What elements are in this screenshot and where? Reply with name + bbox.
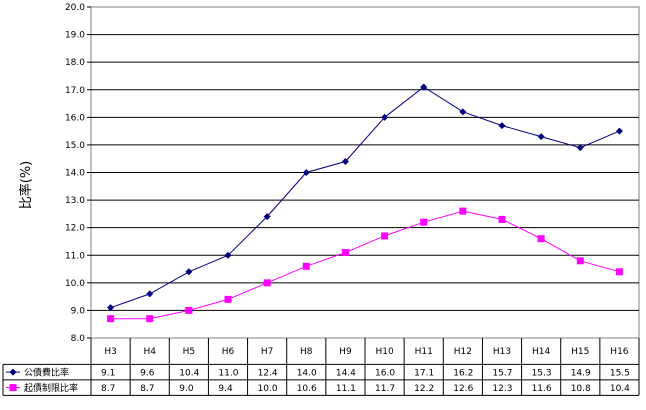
data-label: 10.4 xyxy=(179,369,199,379)
data-label: 10.4 xyxy=(610,384,630,394)
x-tick-label: H4 xyxy=(143,347,156,357)
y-tick-label: 12.0 xyxy=(65,224,85,234)
x-tick-label: H14 xyxy=(532,347,550,357)
y-tick-label: 14.0 xyxy=(65,169,85,179)
data-point xyxy=(459,207,467,215)
data-label: 14.4 xyxy=(336,369,356,379)
y-tick-label: 11.0 xyxy=(65,251,85,261)
data-label: 11.6 xyxy=(532,384,552,394)
data-point xyxy=(537,235,545,243)
x-tick-label: H8 xyxy=(300,347,313,357)
y-tick-label: 10.0 xyxy=(65,279,85,289)
data-label: 15.7 xyxy=(492,369,512,379)
data-label: 11.7 xyxy=(375,384,395,394)
legend-label: 起債制限比率 xyxy=(24,382,78,394)
data-label: 9.6 xyxy=(140,369,155,379)
data-point xyxy=(224,251,232,259)
data-point xyxy=(146,315,154,323)
data-point xyxy=(302,169,310,176)
y-tick-label: 20.0 xyxy=(65,3,85,13)
data-point xyxy=(459,108,467,116)
series-group xyxy=(107,83,623,323)
y-tick-label: 15.0 xyxy=(65,141,85,151)
data-point xyxy=(185,306,193,314)
data-label: 15.5 xyxy=(610,369,630,379)
data-label: 10.0 xyxy=(258,384,278,394)
data-point xyxy=(615,127,623,135)
y-tick-label: 16.0 xyxy=(65,113,85,123)
x-tick-label: H10 xyxy=(375,347,393,357)
data-label: 16.2 xyxy=(453,369,473,379)
data-point xyxy=(615,268,623,276)
data-label: 9.1 xyxy=(101,369,115,379)
data-point xyxy=(341,157,349,165)
data-label: 14.9 xyxy=(571,369,591,379)
grid-lines xyxy=(87,6,639,339)
data-point xyxy=(381,232,389,240)
data-point xyxy=(302,262,310,270)
data-label: 10.8 xyxy=(571,384,591,394)
data-label: 15.3 xyxy=(532,369,552,379)
y-tick-label: 19.0 xyxy=(65,31,85,41)
data-label: 16.0 xyxy=(375,369,395,379)
y-tick-label: 18.0 xyxy=(65,58,85,68)
data-point xyxy=(107,304,115,312)
x-tick-label: H11 xyxy=(415,347,433,357)
data-label: 11.0 xyxy=(218,369,238,379)
data-point xyxy=(420,218,428,226)
data-label: 9.0 xyxy=(179,384,194,394)
x-tick-label: H3 xyxy=(104,347,117,357)
data-label: 12.6 xyxy=(453,384,473,394)
data-point xyxy=(498,122,506,130)
x-tick-label: H16 xyxy=(610,347,628,357)
data-point xyxy=(381,113,389,121)
x-tick-label: H9 xyxy=(339,347,352,357)
y-tick-label: 8.0 xyxy=(71,334,86,344)
x-tick-label: H12 xyxy=(454,347,472,357)
data-point xyxy=(263,279,271,287)
y-tick-labels: 8.0 9.0 10.0 11.0 12.0 13.0 14.0 15.0 16.0 17.0 18… xyxy=(65,3,85,344)
data-label: 10.6 xyxy=(297,384,317,394)
data-point xyxy=(537,133,545,141)
legend-marker xyxy=(9,384,17,392)
data-label: 8.7 xyxy=(101,384,115,394)
data-point xyxy=(498,215,506,223)
data-label: 9.4 xyxy=(218,384,233,394)
legend-label: 公債費比率 xyxy=(24,367,69,379)
data-point xyxy=(107,315,115,323)
data-label: 12.3 xyxy=(492,384,512,394)
data-point xyxy=(420,83,428,91)
data-point xyxy=(341,248,349,256)
data-point xyxy=(263,213,271,221)
data-label: 12.2 xyxy=(414,384,434,394)
y-tick-label: 17.0 xyxy=(65,86,85,96)
data-point xyxy=(146,290,154,298)
data-label: 11.1 xyxy=(336,384,356,394)
data-label: 14.0 xyxy=(297,369,317,379)
x-tick-label: H15 xyxy=(571,347,589,357)
y-axis-label: 比率(%) xyxy=(18,161,34,210)
x-tick-label: H6 xyxy=(222,347,235,357)
x-tick-label: H5 xyxy=(183,347,196,357)
data-point xyxy=(185,268,193,276)
x-tick-label: H13 xyxy=(493,347,511,357)
data-point xyxy=(224,295,232,303)
series-line-2 xyxy=(110,210,620,320)
series-line-1 xyxy=(110,86,620,309)
data-point xyxy=(576,144,584,152)
data-label: 17.1 xyxy=(414,369,434,379)
y-tick-label: 9.0 xyxy=(71,306,86,316)
y-tick-label: 13.0 xyxy=(65,196,85,206)
data-table: H3 H4 H5 H6 H7 H8 H9 H10 H11 H12 H13 H14 H15 H16 公債費比率… xyxy=(2,338,640,396)
data-label: 12.4 xyxy=(258,369,278,379)
legend-marker xyxy=(9,368,17,376)
x-tick-label: H7 xyxy=(261,347,274,357)
data-label: 8.7 xyxy=(140,384,154,394)
data-point xyxy=(576,257,584,265)
